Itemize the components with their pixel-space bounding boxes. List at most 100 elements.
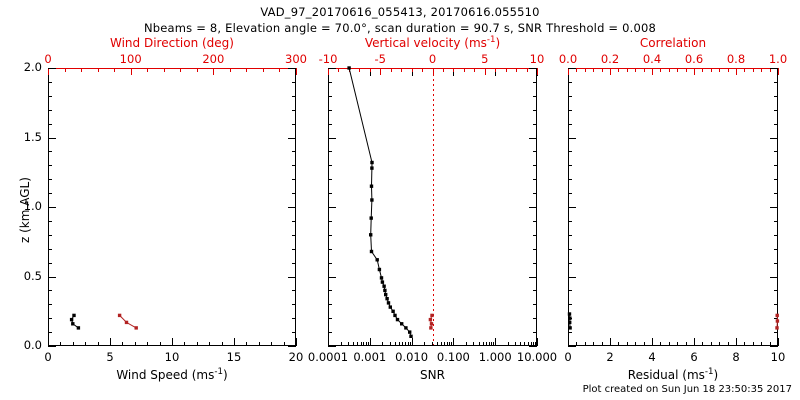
panel-wind-top-axis-line [48, 68, 296, 69]
panel-residual-top-major-tick [694, 68, 695, 75]
panel-residual-bottom-tick-label: 0 [564, 350, 572, 364]
panel-snr-bottom-minor-tick [451, 342, 453, 346]
panel-residual-y-minor-tick [568, 262, 572, 264]
panel-snr-y-minor-tick-right [533, 234, 537, 236]
panel-snr-y-minor-tick [328, 248, 332, 250]
panel-residual-y-major-tick [568, 68, 576, 69]
panel-residual-top-minor-tick [719, 68, 721, 72]
panel-snr-y-minor-tick-right [533, 290, 537, 292]
panel-residual-y-minor-tick-right [774, 318, 778, 320]
panel-snr-y-major-tick [328, 137, 336, 139]
panel-residual-top-minor-tick [752, 68, 754, 72]
panel-residual-y-minor-tick [568, 151, 572, 153]
panel-wind-bottom-minor-tick [60, 342, 62, 346]
panel-snr-top-tick-label: -5 [374, 52, 386, 66]
panel-snr-bottom-tick-label: 0.010 [395, 350, 429, 364]
panel-snr-bottom-major-tick [537, 338, 538, 346]
panel-residual-top-minor-tick [618, 68, 620, 72]
panel-snr-y-minor-tick-right [533, 248, 537, 250]
panel-snr-bottom-minor-tick [363, 342, 365, 346]
panel-snr-top-major-tick [537, 68, 538, 75]
panel-residual-y-minor-tick-right [774, 332, 778, 334]
panel-residual-top-tick-label: 0.2 [600, 52, 620, 66]
panel-residual-top-minor-tick [584, 68, 586, 72]
panel-residual-y-major-tick-right [770, 137, 778, 139]
panel-wind-bottom-minor-tick [184, 342, 186, 346]
panel-snr-bottom-minor-tick [399, 342, 401, 346]
panel-wind-bottom-minor-tick [258, 342, 260, 346]
panel-residual-bottom-tick-label: 6 [690, 350, 698, 364]
panel-snr-y-minor-tick-right [533, 179, 537, 181]
panel-residual-top-axis-line [568, 68, 778, 69]
panel-residual-y-major-tick [568, 346, 576, 347]
panel-residual-y-minor-tick-right [774, 109, 778, 111]
panel-snr-y-minor-tick-right [533, 262, 537, 264]
panel-wind-top-minor-tick [229, 68, 231, 72]
panel-residual-top-minor-tick [601, 68, 603, 72]
panel-residual-top-axis-title: Correlation [639, 36, 707, 50]
panel-wind-bottom-major-tick [234, 338, 235, 346]
panel-residual-y-major-tick [568, 137, 576, 139]
panel-wind-y-major-tick [48, 207, 56, 208]
panel-residual-top-minor-tick [643, 68, 645, 72]
panel-residual-top-minor-tick [685, 68, 687, 72]
panel-residual-bottom-minor-tick [719, 342, 721, 346]
panel-snr-y-minor-tick-right [533, 193, 537, 195]
panel-residual-top-tick-label: 0.4 [642, 52, 662, 66]
panel-snr-bottom-minor-tick [530, 342, 532, 346]
y-tick-label: 1.0 [23, 199, 42, 213]
panel-residual-bottom-tick-label: 8 [732, 350, 740, 364]
panel-wind-y-minor-tick-right [292, 165, 296, 167]
panel-residual-bottom-minor-tick [576, 342, 578, 346]
panel-wind-y-minor-tick [48, 151, 52, 153]
panel-wind-top-tick-label: 100 [119, 52, 142, 66]
panel-wind-top-minor-tick [180, 68, 182, 72]
panel-residual-bottom-minor-tick [744, 342, 746, 346]
panel-residual-top-minor-tick [702, 68, 704, 72]
panel-snr-top-major-tick [328, 68, 329, 75]
panel-residual-y-minor-tick [568, 193, 572, 195]
panel-snr-bottom-tick-label: 0.0001 [307, 350, 349, 364]
panel-residual-bottom-major-tick [610, 338, 611, 346]
panel-snr-bottom-minor-tick [493, 342, 495, 346]
panel-snr-bottom-major-tick-top [411, 68, 413, 76]
panel-wind-y-minor-tick-right [292, 234, 296, 236]
panel-snr-top-minor-tick [422, 68, 424, 72]
panel-snr-bottom-minor-tick [340, 342, 342, 346]
panel-residual-y-minor-tick-right [774, 95, 778, 97]
panel-residual-bottom-minor-tick [727, 342, 729, 346]
panel-residual-y-major-tick-right [770, 346, 778, 347]
panel-wind-top-tick-label: 300 [285, 52, 307, 66]
panel-snr-bottom-minor-tick [365, 342, 367, 346]
panel-residual-bottom-major-tick [778, 338, 779, 346]
panel-snr-y-minor-tick [328, 165, 332, 167]
panel-residual-bottom-major-tick [736, 338, 737, 346]
panel-wind-bottom-minor-tick [221, 342, 223, 346]
panel-snr-bottom-minor-tick [389, 342, 391, 346]
panel-wind-top-major-tick [296, 68, 297, 75]
panel-residual-top-major-tick [778, 68, 779, 75]
panel-residual-bottom-minor-tick [593, 342, 595, 346]
panel-residual-y-minor-tick [568, 248, 572, 250]
panel-wind-y-major-tick-right [288, 68, 296, 69]
panel-snr-y-minor-tick [328, 81, 332, 83]
panel-snr-y-minor-tick [328, 151, 332, 153]
panel-residual-bottom-minor-tick [618, 342, 620, 346]
panel-snr-bottom-minor-tick [507, 342, 509, 346]
panel-snr-top-tick-label: 10 [529, 52, 545, 66]
panel-residual-bottom-tick-label: 2 [606, 350, 614, 364]
panel-snr-y-minor-tick [328, 332, 332, 334]
panel-residual-bottom-minor-tick [685, 342, 687, 346]
panel-wind-bottom-major-tick [110, 338, 111, 346]
panel-snr-bottom-tick-label: 1.000 [478, 350, 512, 364]
panel-snr-bottom-major-tick [411, 338, 413, 346]
panel-residual-bottom-axis-title: Residual (ms-1) [627, 367, 719, 382]
panel-snr-top-tick-label: -10 [318, 52, 338, 66]
panel-wind-y-minor-tick [48, 304, 52, 306]
panel-snr-bottom-minor-tick [409, 342, 411, 346]
panel-residual-y-minor-tick [568, 165, 572, 167]
panel-wind-y-major-tick-right [288, 207, 296, 208]
panel-snr-top-minor-tick [526, 68, 528, 72]
panel-snr-bottom-minor-tick [465, 342, 467, 346]
panel-wind-bottom-tick-label: 10 [164, 350, 180, 364]
